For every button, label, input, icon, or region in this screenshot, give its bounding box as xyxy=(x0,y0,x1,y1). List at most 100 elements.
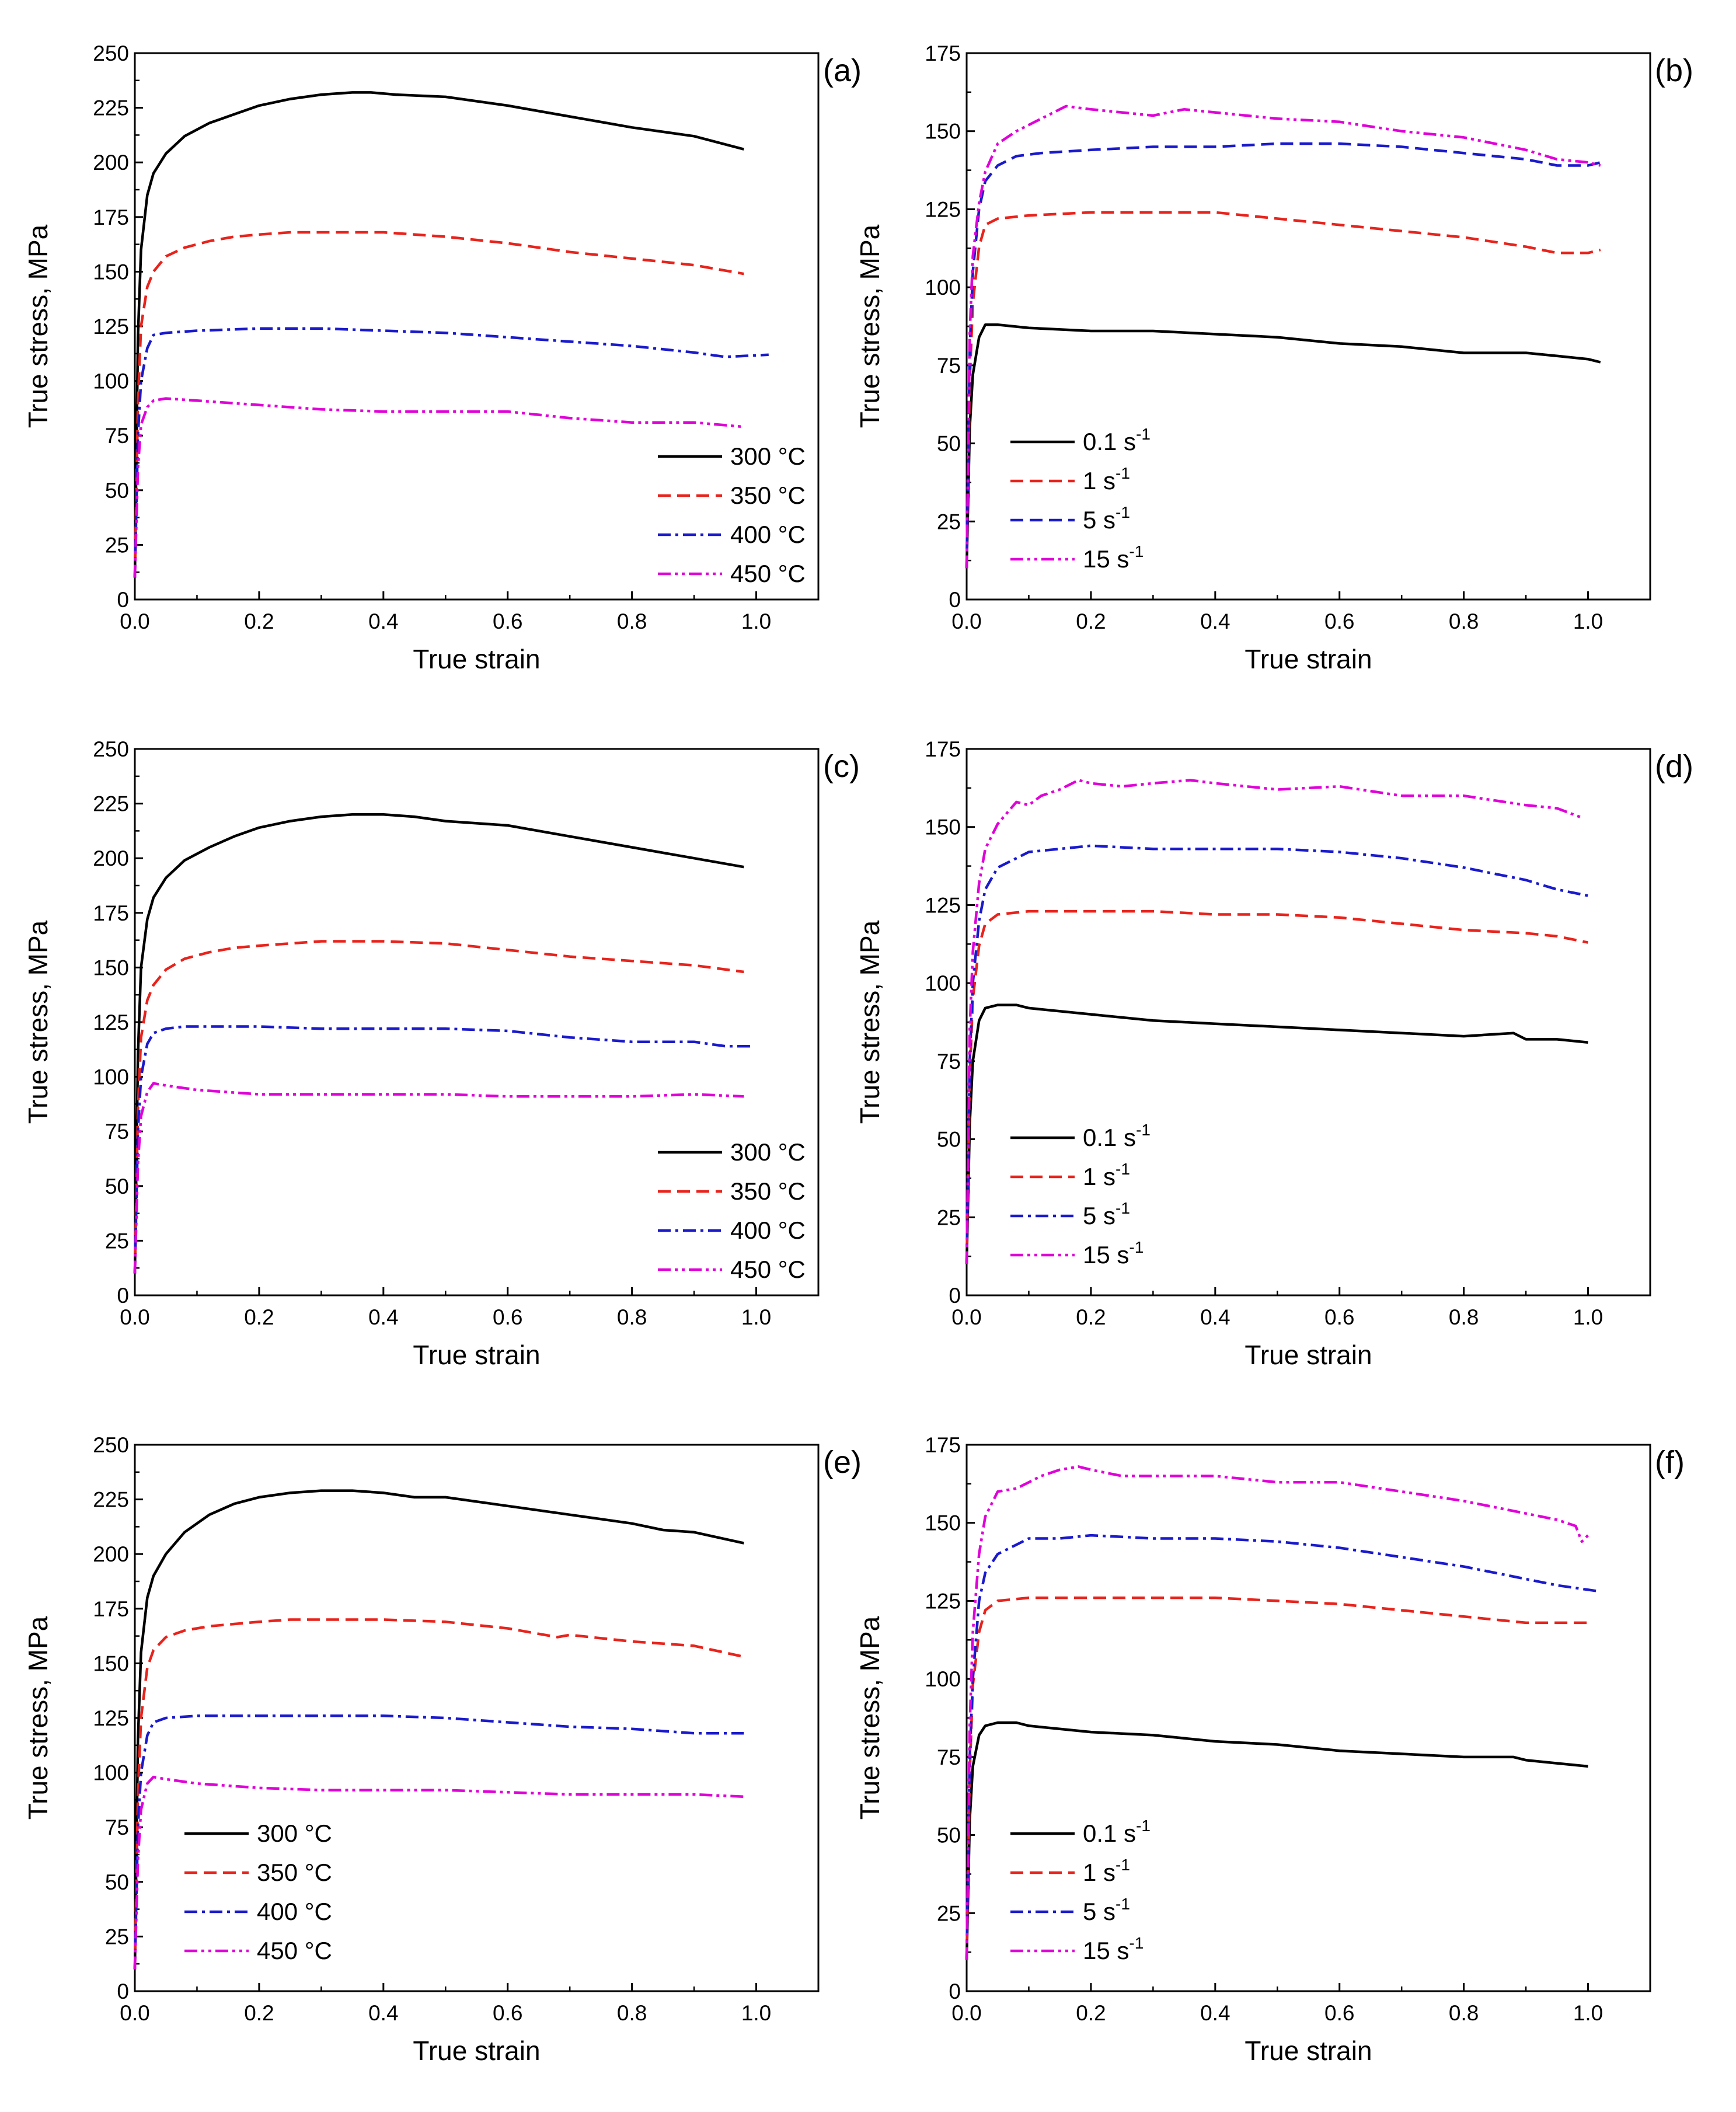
y-tick-label: 150 xyxy=(925,1511,961,1535)
panel-label: (f) xyxy=(1655,1445,1685,1480)
y-axis-title: True stress, MPa xyxy=(855,920,885,1124)
y-axis-title: True stress, MPa xyxy=(23,1616,53,1820)
legend: 0.1 s-11 s-15 s-115 s-1 xyxy=(1010,1121,1151,1268)
legend-name: 300 °C xyxy=(730,442,806,470)
legend-name: 0.1 s xyxy=(1083,1124,1136,1151)
y-tick-label: 200 xyxy=(93,846,129,870)
y-tick-label: 175 xyxy=(925,1433,961,1457)
legend-name: 1 s xyxy=(1083,1163,1115,1190)
legend-name: 5 s xyxy=(1083,1898,1115,1925)
legend-superscript: -1 xyxy=(1115,1856,1130,1874)
y-tick-label: 0 xyxy=(949,1284,961,1308)
plot-frame xyxy=(965,52,1651,601)
y-tick-label: 125 xyxy=(93,1706,129,1730)
panel-label: (b) xyxy=(1655,53,1693,88)
legend-name: 450 °C xyxy=(730,1256,806,1283)
series-line xyxy=(133,1618,744,1970)
y-tick-label: 50 xyxy=(937,1128,961,1152)
y-axis-title: True stress, MPa xyxy=(23,920,53,1124)
legend-superscript: -1 xyxy=(1136,1121,1151,1139)
y-tick-label: 200 xyxy=(93,1542,129,1566)
legend-superscript: -1 xyxy=(1136,1817,1151,1835)
legend-label: 15 s-1 xyxy=(1083,1934,1144,1964)
plot-frame xyxy=(134,748,820,1297)
legend-name: 450 °C xyxy=(730,560,806,587)
x-tick-label: 0.0 xyxy=(120,609,149,633)
y-tick-label: 175 xyxy=(925,41,961,65)
x-axis-title: True strain xyxy=(1245,1340,1372,1370)
legend-label: 300 °C xyxy=(730,1138,806,1166)
legend-name: 400 °C xyxy=(730,521,806,548)
series-line xyxy=(965,844,1588,1264)
series-line xyxy=(965,1534,1601,1960)
x-tick-label: 1.0 xyxy=(741,2001,771,2025)
series-line xyxy=(965,1465,1589,1960)
y-tick-label: 250 xyxy=(93,1433,129,1457)
legend-name: 450 °C xyxy=(257,1937,332,1964)
panel-label: (e) xyxy=(823,1445,862,1480)
x-tick-label: 0.4 xyxy=(1200,2001,1230,2025)
legend-label: 300 °C xyxy=(257,1820,332,1847)
legend-name: 1 s xyxy=(1083,467,1115,494)
x-tick-label: 0.8 xyxy=(1449,2001,1479,2025)
y-tick-label: 100 xyxy=(93,1065,129,1089)
y-axis-title: True stress, MPa xyxy=(23,224,53,428)
x-tick-label: 0.6 xyxy=(493,1305,522,1329)
y-tick-label: 0 xyxy=(117,1979,129,2003)
x-tick-label: 0.6 xyxy=(1324,1305,1354,1329)
y-tick-label: 150 xyxy=(93,1651,129,1675)
x-tick-label: 0.6 xyxy=(1324,2001,1354,2025)
x-tick-label: 0.2 xyxy=(1076,2001,1106,2025)
x-tick-label: 0.2 xyxy=(244,2001,274,2025)
legend-label: 400 °C xyxy=(257,1898,332,1925)
y-tick-label: 100 xyxy=(93,370,129,393)
legend-name: 5 s xyxy=(1083,506,1115,534)
y-tick-label: 150 xyxy=(93,260,129,284)
y-tick-label: 225 xyxy=(93,792,129,816)
x-tick-label: 1.0 xyxy=(741,1305,771,1329)
y-tick-label: 150 xyxy=(925,815,961,839)
y-tick-label: 175 xyxy=(93,1597,129,1621)
legend-superscript: -1 xyxy=(1129,1238,1144,1256)
x-tick-label: 1.0 xyxy=(1573,1305,1603,1329)
y-tick-label: 175 xyxy=(93,205,129,229)
legend-label: 1 s-1 xyxy=(1083,464,1130,494)
legend-label: 450 °C xyxy=(730,560,806,587)
legend-superscript: -1 xyxy=(1115,503,1130,521)
plot-frame xyxy=(134,1444,820,1992)
legend-superscript: -1 xyxy=(1115,1199,1130,1217)
series-line xyxy=(965,909,1588,1264)
y-tick-label: 0 xyxy=(949,588,961,612)
series-line xyxy=(133,813,744,1274)
legend-label: 350 °C xyxy=(730,482,806,509)
y-tick-label: 125 xyxy=(925,1589,961,1613)
chart-panel: 0 25 50 75 100 125 150 175 200 225 250 0.0 0.2 0.4 0.6… xyxy=(23,1433,862,2066)
series-line xyxy=(133,231,744,578)
y-tick-label: 0 xyxy=(117,1284,129,1308)
y-tick-label: 100 xyxy=(925,276,961,299)
legend-name: 400 °C xyxy=(257,1898,332,1925)
legend: 0.1 s-11 s-15 s-115 s-1 xyxy=(1010,1817,1151,1964)
y-tick-label: 25 xyxy=(937,1901,961,1925)
x-tick-label: 0.0 xyxy=(951,2001,981,2025)
y-tick-label: 250 xyxy=(93,41,129,65)
x-tick-label: 0.2 xyxy=(244,609,274,633)
legend-label: 1 s-1 xyxy=(1083,1856,1130,1886)
legend-name: 350 °C xyxy=(730,1177,806,1205)
series-line xyxy=(965,1003,1588,1264)
y-tick-label: 75 xyxy=(937,1050,961,1074)
y-tick-label: 125 xyxy=(93,315,129,339)
y-tick-label: 25 xyxy=(105,1925,129,1949)
x-tick-label: 0.8 xyxy=(1449,609,1479,633)
series-line xyxy=(965,1721,1588,1960)
y-tick-label: 75 xyxy=(937,354,961,378)
x-tick-label: 0.4 xyxy=(368,1305,398,1329)
x-tick-label: 0.2 xyxy=(1076,1305,1106,1329)
legend: 300 °C 350 °C 400 °C 450 °C xyxy=(658,442,806,587)
legend-label: 5 s-1 xyxy=(1083,503,1130,534)
legend-name: 300 °C xyxy=(257,1820,332,1847)
legend: 0.1 s-11 s-15 s-115 s-1 xyxy=(1010,425,1151,573)
y-tick-label: 75 xyxy=(105,1815,129,1839)
legend-name: 350 °C xyxy=(257,1859,332,1886)
x-tick-label: 0.8 xyxy=(617,1305,647,1329)
